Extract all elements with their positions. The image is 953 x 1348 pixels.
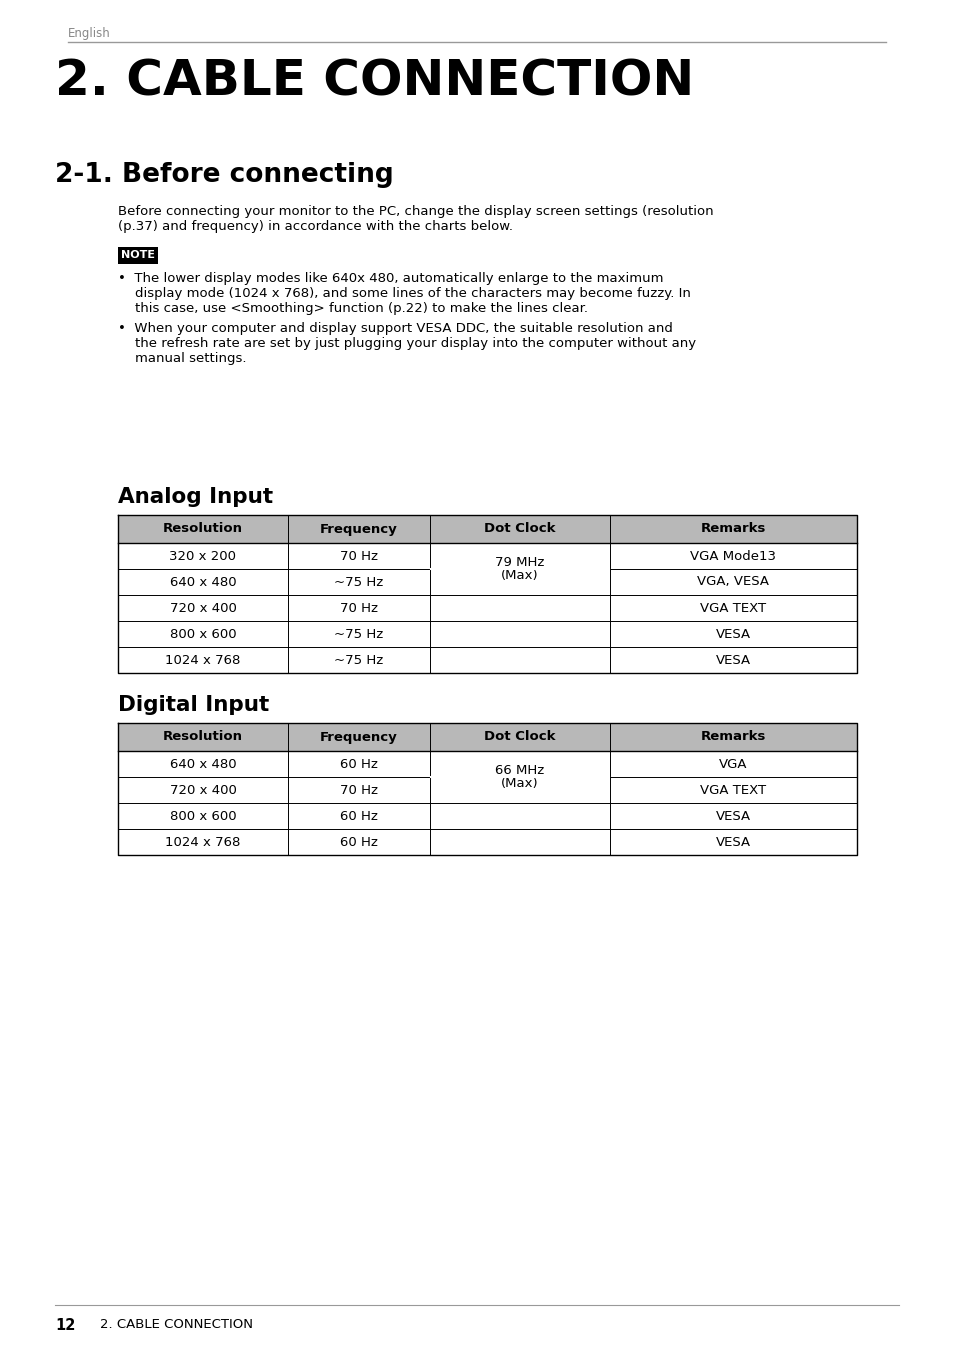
Text: the refresh rate are set by just plugging your display into the computer without: the refresh rate are set by just pluggin… [118, 337, 696, 350]
Text: 70 Hz: 70 Hz [339, 783, 377, 797]
Text: VGA TEXT: VGA TEXT [700, 601, 766, 615]
Text: 12: 12 [55, 1318, 75, 1333]
Text: Before connecting your monitor to the PC, change the display screen settings (re: Before connecting your monitor to the PC… [118, 205, 713, 218]
Text: Analog Input: Analog Input [118, 487, 273, 507]
Text: 2. CABLE CONNECTION: 2. CABLE CONNECTION [100, 1318, 253, 1330]
Bar [118, 515, 288, 543]
Text: ~75 Hz: ~75 Hz [334, 628, 383, 640]
Text: Resolution: Resolution [163, 731, 243, 744]
Text: 70 Hz: 70 Hz [339, 550, 377, 562]
Bar [118, 723, 288, 751]
Text: VESA: VESA [715, 654, 750, 666]
Bar [118, 247, 158, 264]
Text: Frequency: Frequency [320, 731, 397, 744]
Text: 640 x 480: 640 x 480 [170, 576, 236, 589]
Text: 1024 x 768: 1024 x 768 [165, 836, 240, 848]
Text: manual settings.: manual settings. [118, 352, 246, 365]
Text: VGA, VESA: VGA, VESA [697, 576, 769, 589]
Text: this case, use <Smoothing> function (p.22) to make the lines clear.: this case, use <Smoothing> function (p.2… [118, 302, 587, 315]
Text: 720 x 400: 720 x 400 [170, 783, 236, 797]
Text: Frequency: Frequency [320, 523, 397, 535]
Text: Dot Clock: Dot Clock [484, 731, 556, 744]
Text: VGA TEXT: VGA TEXT [700, 783, 766, 797]
Text: VESA: VESA [715, 836, 750, 848]
Text: Remarks: Remarks [700, 523, 765, 535]
Text: English: English [68, 27, 111, 40]
Text: 60 Hz: 60 Hz [339, 758, 377, 771]
Text: 2-1. Before connecting: 2-1. Before connecting [55, 162, 394, 187]
Text: 640 x 480: 640 x 480 [170, 758, 236, 771]
Text: NOTE: NOTE [121, 251, 154, 260]
Text: VESA: VESA [715, 628, 750, 640]
Text: 320 x 200: 320 x 200 [170, 550, 236, 562]
Bar [430, 515, 609, 543]
Bar [288, 723, 430, 751]
Text: (p.37) and frequency) in accordance with the charts below.: (p.37) and frequency) in accordance with… [118, 220, 513, 233]
Bar [609, 723, 856, 751]
Text: ~75 Hz: ~75 Hz [334, 654, 383, 666]
Text: 66 MHz: 66 MHz [495, 763, 544, 776]
Text: 720 x 400: 720 x 400 [170, 601, 236, 615]
Text: (Max): (Max) [500, 569, 538, 582]
Text: 800 x 600: 800 x 600 [170, 810, 236, 822]
Text: 60 Hz: 60 Hz [339, 810, 377, 822]
Bar [118, 543, 856, 673]
Text: 2. CABLE CONNECTION: 2. CABLE CONNECTION [55, 58, 694, 106]
Text: VESA: VESA [715, 810, 750, 822]
Text: 60 Hz: 60 Hz [339, 836, 377, 848]
Text: (Max): (Max) [500, 778, 538, 790]
Bar [609, 515, 856, 543]
Text: ~75 Hz: ~75 Hz [334, 576, 383, 589]
Bar [430, 723, 609, 751]
Text: 70 Hz: 70 Hz [339, 601, 377, 615]
Text: •  When your computer and display support VESA DDC, the suitable resolution and: • When your computer and display support… [118, 322, 672, 336]
Text: Digital Input: Digital Input [118, 696, 269, 714]
Text: 79 MHz: 79 MHz [495, 555, 544, 569]
Text: •  The lower display modes like 640x 480, automatically enlarge to the maximum: • The lower display modes like 640x 480,… [118, 272, 662, 284]
Bar [288, 515, 430, 543]
Text: Remarks: Remarks [700, 731, 765, 744]
Bar [118, 751, 856, 855]
Text: display mode (1024 x 768), and some lines of the characters may become fuzzy. In: display mode (1024 x 768), and some line… [118, 287, 690, 301]
Text: Dot Clock: Dot Clock [484, 523, 556, 535]
Text: VGA Mode13: VGA Mode13 [690, 550, 776, 562]
Text: 800 x 600: 800 x 600 [170, 628, 236, 640]
Text: Resolution: Resolution [163, 523, 243, 535]
Text: 1024 x 768: 1024 x 768 [165, 654, 240, 666]
Text: VGA: VGA [719, 758, 747, 771]
